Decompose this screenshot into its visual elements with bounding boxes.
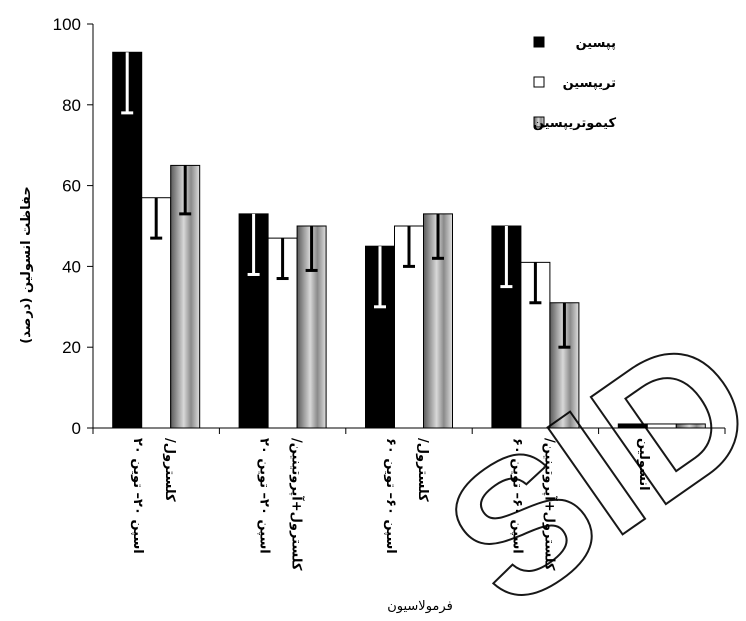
- y-tick-label: 40: [62, 257, 81, 276]
- y-tick-label: 80: [62, 96, 81, 115]
- legend-swatch: [533, 76, 545, 88]
- bar-chymotrypsin: [170, 164, 201, 429]
- category-label: /کلسترول: [415, 438, 430, 502]
- category-label: /کلسترول: [162, 438, 177, 502]
- legend-swatch: [533, 36, 545, 48]
- legend-label: تریپسین: [563, 76, 616, 91]
- category-label: اسپن ۶۰– توین ۶۰: [509, 438, 524, 554]
- legend-label: کیموتریپسین: [533, 116, 617, 131]
- legend-label: پپسین: [576, 36, 616, 51]
- y-axis-title: حفاظت انسولین (درصد): [19, 186, 34, 343]
- category-label: اسپن ۶۰– توین ۶۰: [383, 438, 398, 554]
- y-tick-label: 20: [62, 338, 81, 357]
- category-label: انسولین: [636, 438, 651, 491]
- y-axis: 0 20 40 60 80 100: [53, 15, 94, 438]
- y-tick-label: 0: [72, 419, 81, 438]
- error-bars-layer: [121, 52, 571, 349]
- bar-chymotrypsin: [675, 423, 706, 429]
- category-label: اسپن ۲۰– توین ۲۰: [130, 438, 145, 554]
- category-labels: اسپن ۲۰– توین ۲۰/کلسترول اسپن ۲۰– توین ۲۰…: [130, 438, 651, 571]
- legend: پپسین تریپسین کیموتریپسین: [533, 36, 617, 131]
- y-tick-label: 60: [62, 177, 81, 196]
- bars-layer: [112, 51, 706, 429]
- category-label: /کلسترول+آپروتینین: [541, 438, 558, 571]
- legend-swatch: [533, 116, 545, 128]
- y-tick-label: 100: [53, 15, 81, 34]
- category-label: /کلسترول+آپروتینین: [289, 438, 306, 571]
- x-axis-title: فرمولاسیون: [387, 599, 453, 614]
- category-label: اسپن ۲۰– توین ۲۰: [257, 438, 272, 554]
